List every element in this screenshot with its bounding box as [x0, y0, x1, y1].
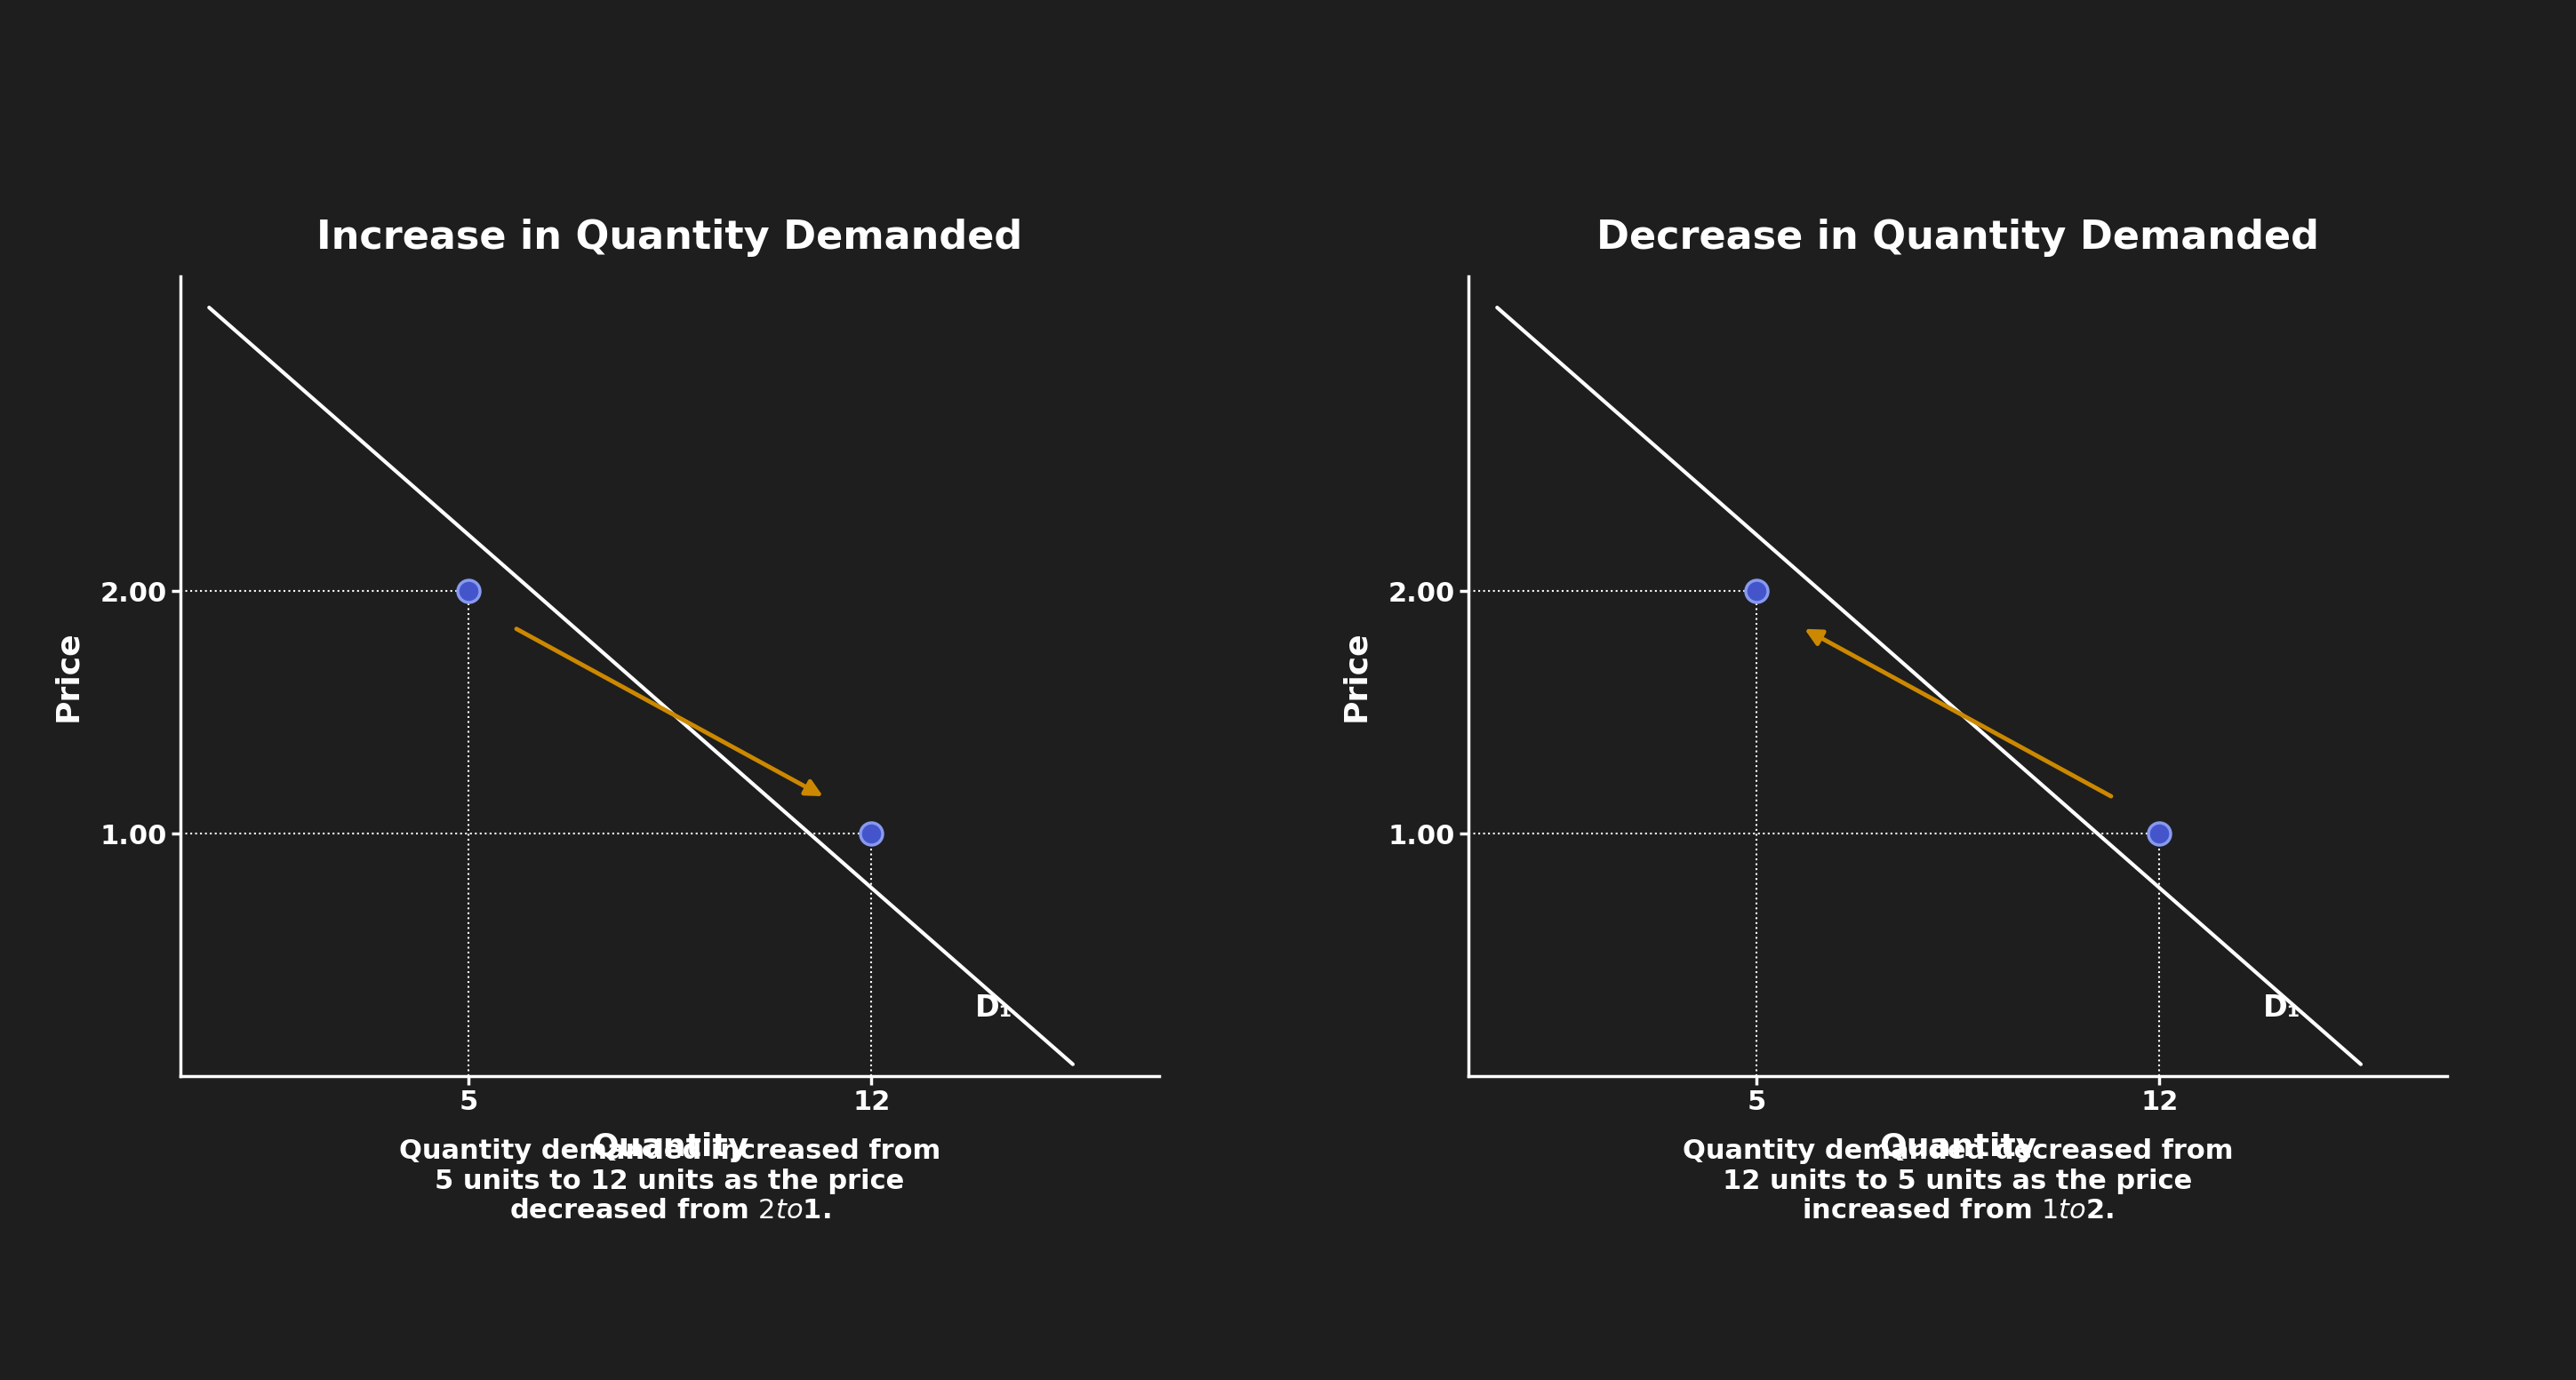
- X-axis label: Quantity: Quantity: [1878, 1133, 2038, 1162]
- Text: Quantity demanded decreased from
12 units to 5 units as the price
increased from: Quantity demanded decreased from 12 unit…: [1682, 1138, 2233, 1224]
- Text: Quantity demanded increased from
5 units to 12 units as the price
decreased from: Quantity demanded increased from 5 units…: [399, 1138, 940, 1224]
- Text: D₁: D₁: [2262, 994, 2300, 1023]
- Y-axis label: Price: Price: [54, 631, 82, 722]
- Title: Increase in Quantity Demanded: Increase in Quantity Demanded: [317, 218, 1023, 257]
- Title: Decrease in Quantity Demanded: Decrease in Quantity Demanded: [1597, 218, 2318, 257]
- X-axis label: Quantity: Quantity: [590, 1133, 750, 1162]
- Text: D₁: D₁: [974, 994, 1012, 1023]
- Y-axis label: Price: Price: [1342, 631, 1370, 722]
